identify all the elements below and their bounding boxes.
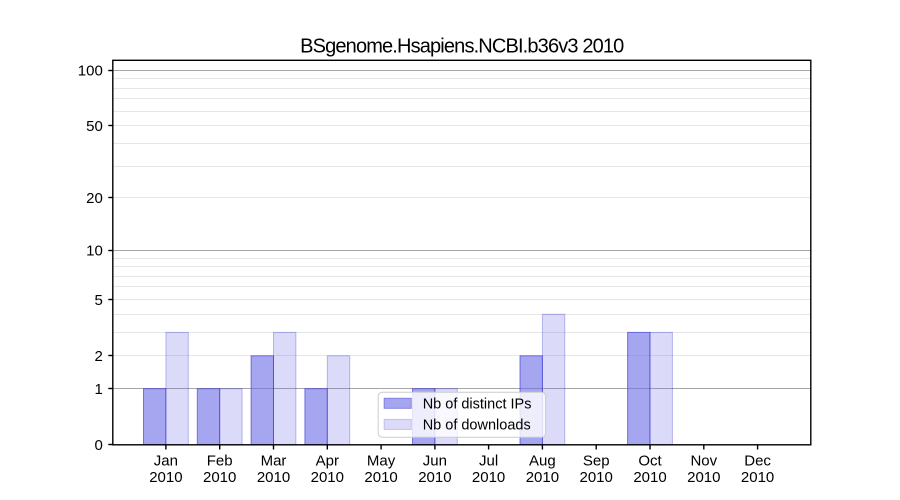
svg-text:2010: 2010 <box>580 469 613 486</box>
svg-text:Aug: Aug <box>529 453 556 470</box>
svg-text:Oct: Oct <box>638 453 662 470</box>
svg-text:5: 5 <box>94 292 102 309</box>
svg-text:2010: 2010 <box>257 469 290 486</box>
svg-text:Apr: Apr <box>316 453 339 470</box>
svg-text:0: 0 <box>94 437 102 454</box>
svg-text:2010: 2010 <box>526 469 559 486</box>
svg-text:20: 20 <box>86 190 103 207</box>
svg-text:Dec: Dec <box>744 453 771 470</box>
svg-text:2: 2 <box>94 348 102 365</box>
svg-text:10: 10 <box>86 243 103 260</box>
svg-text:50: 50 <box>86 118 103 135</box>
svg-text:2010: 2010 <box>149 469 182 486</box>
svg-text:1: 1 <box>94 381 102 398</box>
svg-text:2010: 2010 <box>364 469 397 486</box>
svg-text:Feb: Feb <box>207 453 233 470</box>
svg-text:May: May <box>367 453 396 470</box>
svg-text:2010: 2010 <box>472 469 505 486</box>
svg-text:Nb of distinct IPs: Nb of distinct IPs <box>423 397 532 413</box>
svg-text:Nb of downloads: Nb of downloads <box>423 418 531 434</box>
svg-text:Jan: Jan <box>154 453 178 470</box>
svg-text:Sep: Sep <box>583 453 610 470</box>
svg-text:100: 100 <box>78 63 103 80</box>
svg-text:Mar: Mar <box>261 453 287 470</box>
svg-text:2010: 2010 <box>687 469 720 486</box>
svg-text:2010: 2010 <box>741 469 774 486</box>
svg-text:2010: 2010 <box>633 469 666 486</box>
svg-text:2010: 2010 <box>203 469 236 486</box>
svg-text:BSgenome.Hsapiens.NCBI.b36v3 2: BSgenome.Hsapiens.NCBI.b36v3 2010 <box>300 35 624 57</box>
svg-text:Jul: Jul <box>479 453 498 470</box>
svg-text:2010: 2010 <box>311 469 344 486</box>
svg-text:Nov: Nov <box>690 453 717 470</box>
svg-text:2010: 2010 <box>418 469 451 486</box>
svg-text:Jun: Jun <box>423 453 447 470</box>
